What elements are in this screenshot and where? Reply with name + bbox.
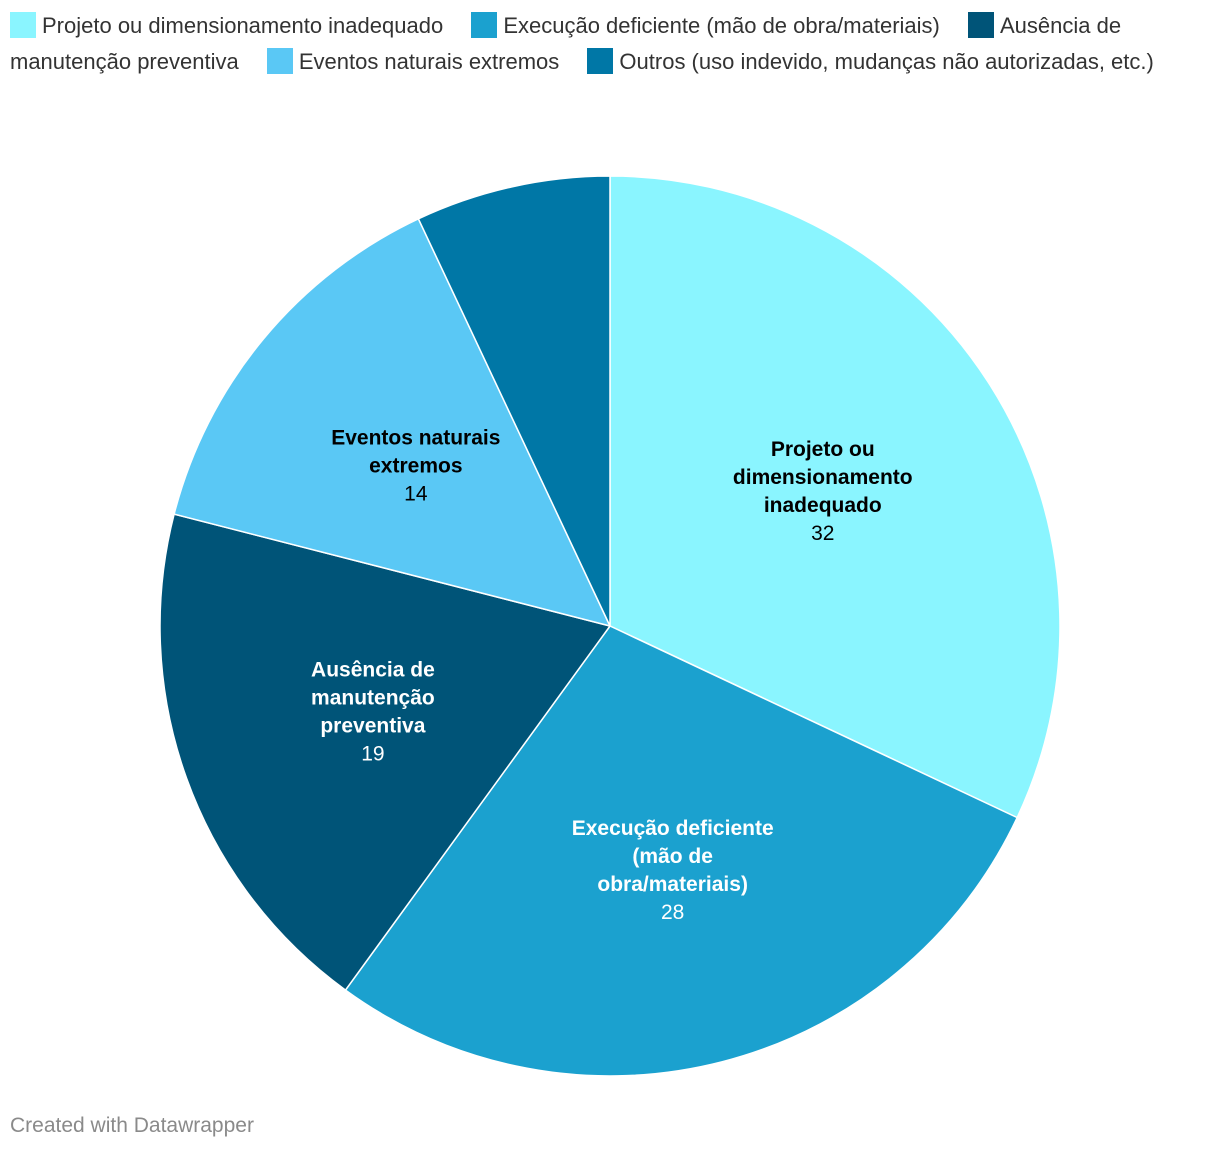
slice-label-value: 19 bbox=[361, 742, 384, 765]
pie-slice bbox=[173, 217, 612, 628]
legend-item: Outros (uso indevido, mudanças não autor… bbox=[587, 48, 1154, 74]
slice-label-name: Eventos naturais bbox=[331, 426, 500, 449]
credit-text: Created with Datawrapper bbox=[10, 1114, 254, 1137]
pie-slice bbox=[344, 625, 1019, 1077]
legend-item: Ausência de manutenção preventiva bbox=[10, 12, 1122, 74]
legend-item: Projeto ou dimensionamento inadequado bbox=[10, 12, 444, 38]
legend-item: Execução deficiente (mão de obra/materia… bbox=[471, 12, 940, 38]
legend-swatch bbox=[587, 48, 614, 74]
slice-label-name: Projeto ou bbox=[771, 438, 875, 461]
pie-slice bbox=[159, 513, 612, 992]
slice-label-name: Ausência de bbox=[311, 658, 435, 681]
legend-swatch bbox=[10, 12, 36, 38]
slice-label-value: 32 bbox=[811, 522, 834, 545]
slice-label-name: (mão de bbox=[632, 845, 713, 868]
slice-label: Eventos naturais extremos 14 bbox=[331, 426, 500, 505]
legend-label: Eventos naturais extremos bbox=[298, 49, 560, 74]
slice-label-name: manutenção bbox=[311, 686, 435, 709]
slice-label-name: extremos bbox=[369, 454, 462, 477]
legend-swatch bbox=[266, 48, 293, 74]
slice-label: Ausência de manutenção preventiva 19 bbox=[311, 658, 435, 765]
legend-item: Eventos naturais extremos bbox=[266, 48, 560, 74]
pie-slice bbox=[609, 175, 1061, 819]
slice-label-name: Execução deficiente bbox=[572, 817, 774, 840]
legend-swatch bbox=[968, 12, 994, 38]
slice-label-value: 14 bbox=[404, 482, 428, 505]
legend-swatch bbox=[471, 12, 498, 38]
legend-label: Execução deficiente (mão de obra/materia… bbox=[503, 13, 940, 38]
slice-label-name: inadequado bbox=[764, 494, 882, 517]
slice-label-name: dimensionamento bbox=[733, 466, 913, 489]
slice-label: Projeto ou dimensionamento inadequado 32 bbox=[733, 438, 913, 545]
legend-label: Projeto ou dimensionamento inadequado bbox=[42, 13, 444, 38]
slice-label-name: preventiva bbox=[320, 714, 425, 737]
slice-label: Execução deficiente (mão de obra/materiais… bbox=[572, 817, 774, 924]
chart-legend: Projeto ou dimensionamento inadequado Ex… bbox=[10, 8, 1210, 80]
pie-slice bbox=[417, 175, 611, 627]
slice-label-value: 28 bbox=[661, 901, 684, 924]
legend-label: Outros (uso indevido, mudanças não autor… bbox=[619, 49, 1154, 74]
legend-label: Ausência de manutenção preventiva bbox=[10, 13, 1122, 74]
slice-label-name: obra/materiais) bbox=[597, 873, 748, 896]
